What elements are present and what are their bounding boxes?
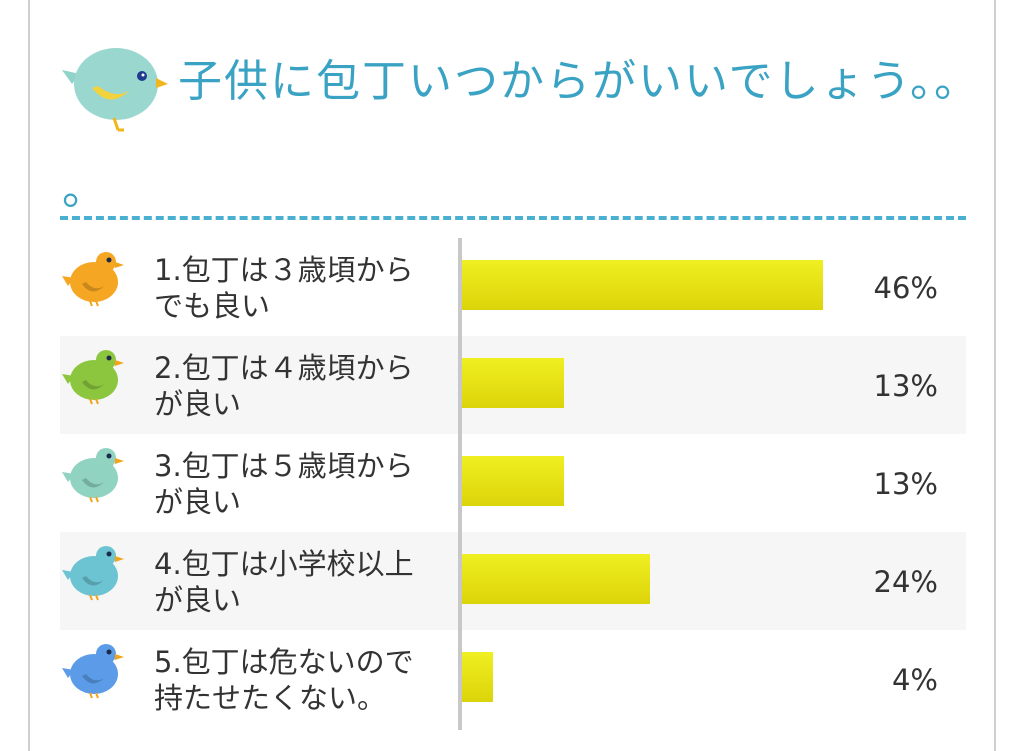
category-label: 2.包丁は４歳頃から が良い [154,350,454,422]
chart-row: 1.包丁は３歳頃から でも良い 46% [60,238,966,336]
mint-bird-icon [62,448,124,503]
orange-bird-icon [62,252,124,307]
category-label: 3.包丁は５歳頃から が良い [154,448,454,520]
category-label-line1: 1.包丁は３歳頃から [154,253,414,287]
category-label-line2: が良い [154,485,242,519]
category-label-line1: 4.包丁は小学校以上 [154,547,414,581]
chart-row: 4.包丁は小学校以上 が良い 24% [60,532,966,630]
poll-title-line1: 子供に包丁いつからがいいでしょう。。 [178,56,981,107]
chart-bar [462,554,650,604]
category-label-line2: が良い [154,583,242,617]
chart-bar [462,358,564,408]
bar-value-label: 4% [891,663,938,697]
category-label: 1.包丁は３歳頃から でも良い [154,252,454,324]
category-label-line2: でも良い [154,289,271,323]
poll-bar-chart: 1.包丁は３歳頃から でも良い 46% 2.包丁は４歳頃から が良い 13% 3.包丁は５歳… [60,238,966,730]
category-label-line1: 2.包丁は４歳頃から [154,351,414,385]
frame-left-border [28,0,30,751]
category-label-line1: 5.包丁は危ないので [154,645,414,679]
chart-row: 3.包丁は５歳頃から が良い 13% [60,434,966,532]
bar-value-label: 13% [873,467,938,501]
chart-bar [462,652,493,702]
category-label-line2: が良い [154,387,242,421]
bar-value-label: 46% [873,271,938,305]
bird-icon [62,48,168,132]
chart-row: 5.包丁は危ないので 持たせたくない。 4% [60,630,966,728]
category-label-line2: 持たせたくない。 [154,681,387,715]
category-label-line1: 3.包丁は５歳頃から [154,449,414,483]
teal-bird-icon [62,546,124,601]
bar-value-label: 13% [873,369,938,403]
bar-value-label: 24% [873,565,938,599]
chart-axis-line [458,238,462,730]
blue-bird-icon [62,644,124,699]
poll-title-line2: 。 [62,164,108,215]
green-bird-icon [62,350,124,405]
category-label: 4.包丁は小学校以上 が良い [154,546,454,618]
chart-row: 2.包丁は４歳頃から が良い 13% [60,336,966,434]
chart-bar [462,260,823,310]
category-label: 5.包丁は危ないので 持たせたくない。 [154,644,454,716]
dashed-divider [60,216,966,220]
chart-bar [462,456,564,506]
frame-right-border [994,0,996,751]
